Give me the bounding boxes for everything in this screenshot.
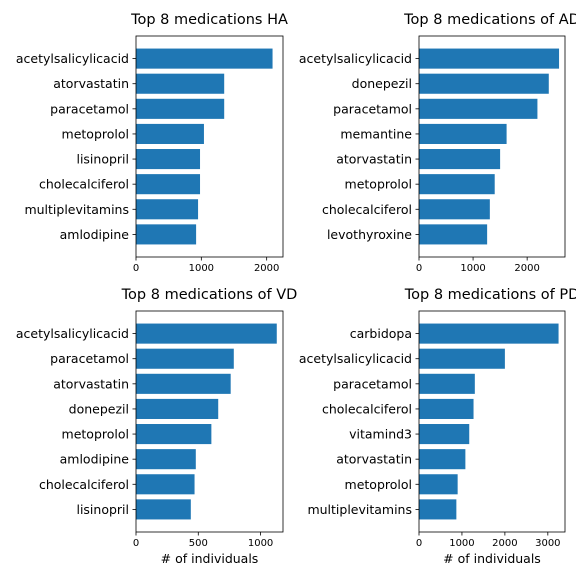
x-tick-label: 0 xyxy=(133,263,139,274)
category-label: atorvastatin xyxy=(336,452,412,467)
bar xyxy=(419,499,457,520)
category-label: atorvastatin xyxy=(336,152,412,167)
x-tick-label: 500 xyxy=(189,538,208,549)
x-tick-label: 2000 xyxy=(492,538,517,549)
x-tick-label: 2000 xyxy=(254,263,279,274)
bar xyxy=(136,474,195,495)
bar xyxy=(419,48,560,69)
category-label: cholecalciferol xyxy=(322,401,412,416)
category-label: memantine xyxy=(340,126,412,141)
bar xyxy=(136,323,277,344)
category-label: multiplevitamins xyxy=(24,202,129,217)
x-tick-label: 1000 xyxy=(449,538,474,549)
category-label: atorvastatin xyxy=(53,76,129,91)
bar xyxy=(419,98,538,119)
category-label: cholecalciferol xyxy=(322,202,412,217)
bar xyxy=(136,48,273,69)
category-label: levothyroxine xyxy=(327,227,412,242)
x-tick-label: 2000 xyxy=(514,263,539,274)
bar xyxy=(419,398,474,419)
category-label: vitamind3 xyxy=(349,427,412,442)
bar xyxy=(419,174,495,195)
category-label: paracetamol xyxy=(50,101,129,116)
bar xyxy=(419,123,507,144)
bar xyxy=(136,73,225,94)
category-label: lisinopril xyxy=(76,502,129,517)
category-label: acetylsalicylicacid xyxy=(16,51,129,66)
bar xyxy=(419,348,505,369)
bar xyxy=(136,149,201,170)
chart-title: Top 8 medications of AD xyxy=(403,12,576,28)
x-axis-label: # of individuals xyxy=(161,551,259,566)
chart-panel-4: carbidopa acetylsalicylicacid paracetamol c… xyxy=(299,287,576,566)
category-label: paracetamol xyxy=(50,351,129,366)
bar xyxy=(419,373,475,394)
category-label: metoprolol xyxy=(62,126,129,141)
bar xyxy=(136,98,225,119)
bar xyxy=(419,474,458,495)
chart-title: Top 8 medications of PD xyxy=(404,287,576,303)
bar xyxy=(136,373,231,394)
bar xyxy=(136,348,234,369)
category-label: amlodipine xyxy=(60,452,130,467)
bar xyxy=(136,449,196,470)
x-tick-label: 1000 xyxy=(248,538,273,549)
category-label: donepezil xyxy=(352,76,412,91)
bar xyxy=(419,424,470,445)
x-axis-label: # of individuals xyxy=(443,551,541,566)
category-label: metoprolol xyxy=(62,427,129,442)
category-label: metoprolol xyxy=(345,177,412,192)
x-tick-label: 0 xyxy=(133,538,139,549)
axes-frame xyxy=(418,310,566,533)
chart-panel-1: acetylsalicylicacid atorvastatin paracetam… xyxy=(16,12,288,274)
category-label: paracetamol xyxy=(333,376,412,391)
bar xyxy=(136,499,191,520)
axes-frame xyxy=(135,310,284,533)
bar xyxy=(136,174,201,195)
bar xyxy=(419,224,488,245)
axes-frame xyxy=(418,35,566,258)
bar xyxy=(419,199,490,220)
x-tick-label: 0 xyxy=(416,263,422,274)
x-tick-label: 0 xyxy=(416,538,422,549)
x-tick-label: 1000 xyxy=(460,263,485,274)
category-label: metoprolol xyxy=(345,477,412,492)
category-label: cholecalciferol xyxy=(39,177,129,192)
axes-frame xyxy=(135,35,284,258)
chart-panel-3: acetylsalicylicacid paracetamol atorvastat… xyxy=(16,287,297,566)
bar xyxy=(136,424,212,445)
bar xyxy=(419,73,549,94)
category-label: acetylsalicylicacid xyxy=(299,351,412,366)
category-label: cholecalciferol xyxy=(39,477,129,492)
category-label: acetylsalicylicacid xyxy=(299,51,412,66)
category-label: multiplevitamins xyxy=(307,502,412,517)
bar xyxy=(136,398,219,419)
bar xyxy=(419,149,501,170)
bar xyxy=(419,449,466,470)
chart-panel-2: acetylsalicylicacid donepezil paracetamol m… xyxy=(299,12,576,274)
category-label: paracetamol xyxy=(333,101,412,116)
category-label: donepezil xyxy=(69,401,129,416)
category-label: lisinopril xyxy=(76,152,129,167)
x-tick-label: 3000 xyxy=(535,538,560,549)
category-label: acetylsalicylicacid xyxy=(16,326,129,341)
category-label: amlodipine xyxy=(60,227,130,242)
bar xyxy=(419,323,559,344)
bar xyxy=(136,224,197,245)
bar xyxy=(136,123,204,144)
bar xyxy=(136,199,199,220)
chart-title: Top 8 medications HA xyxy=(130,12,288,28)
category-label: carbidopa xyxy=(350,326,412,341)
chart-title: Top 8 medications of VD xyxy=(121,287,298,303)
category-label: atorvastatin xyxy=(53,376,129,391)
x-tick-label: 1000 xyxy=(189,263,214,274)
